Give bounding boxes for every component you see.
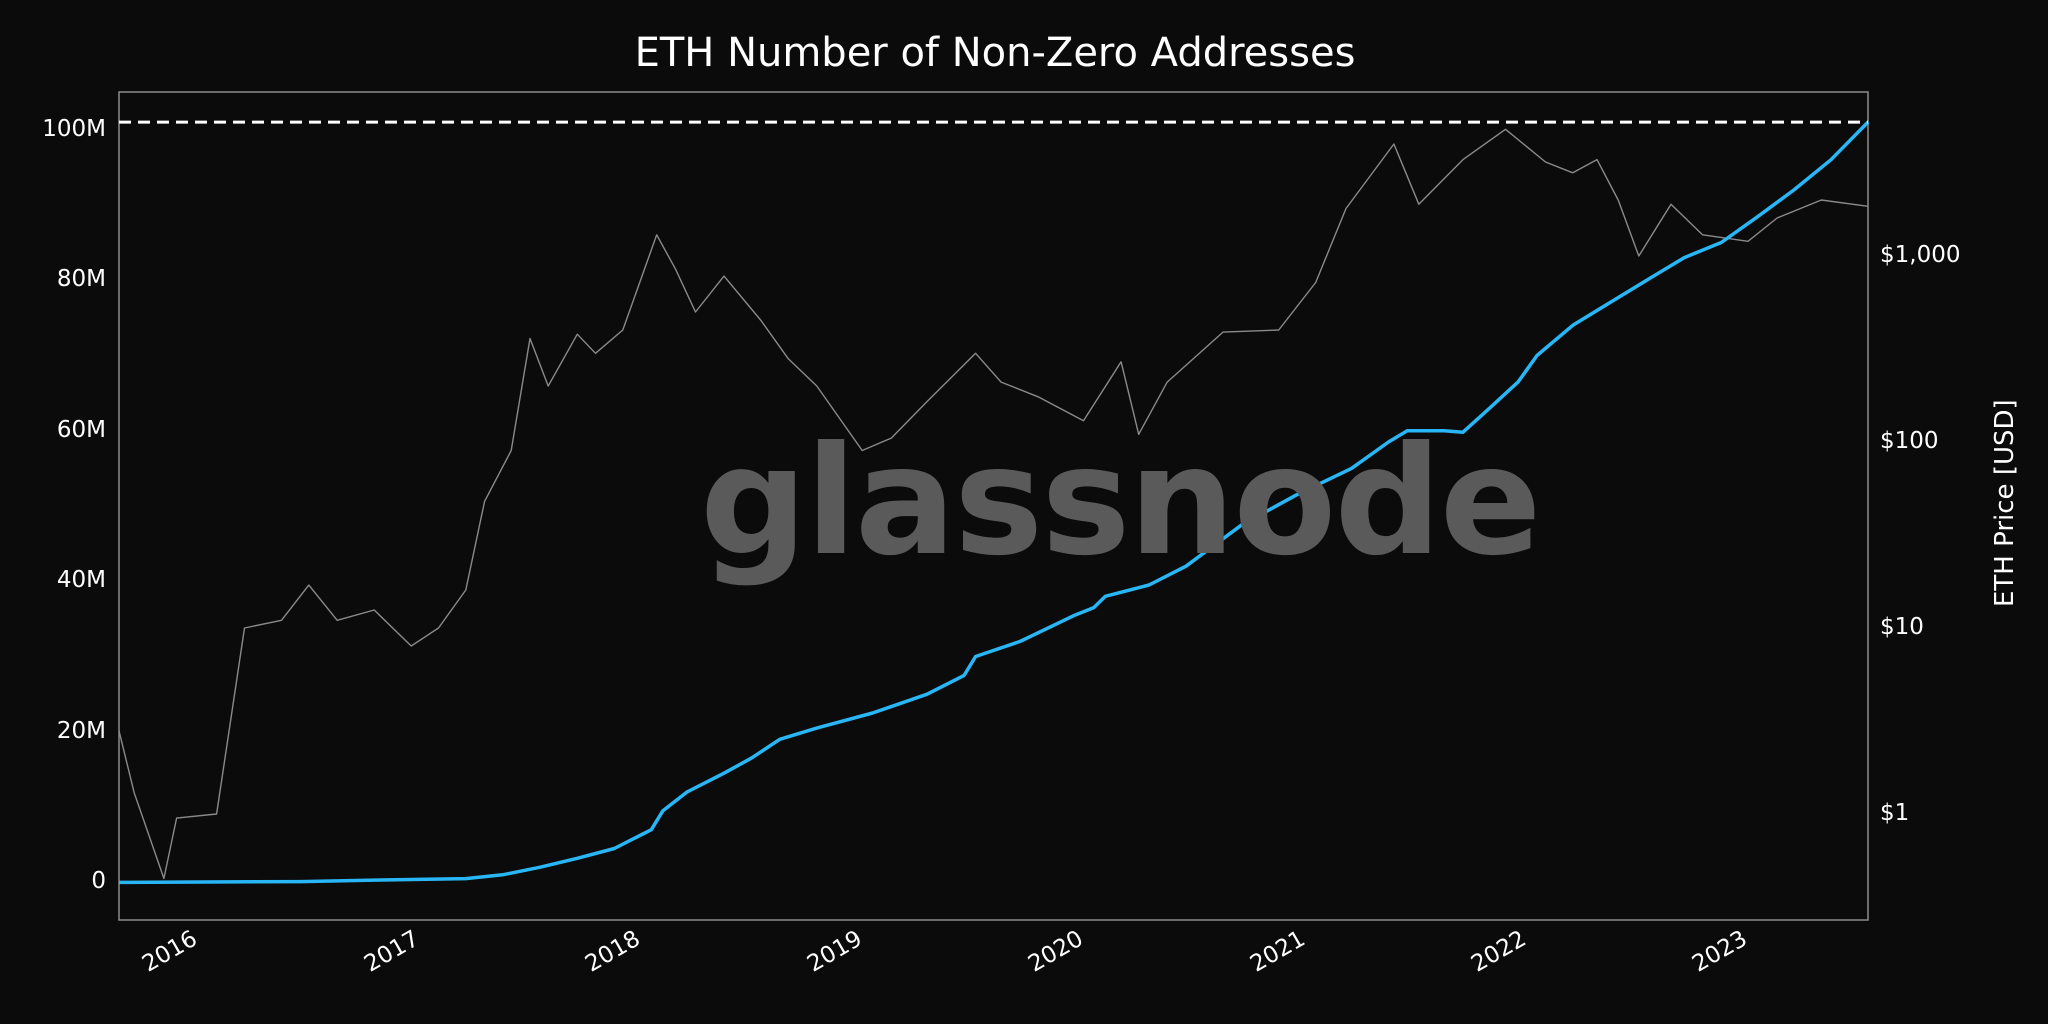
y-left-tick-label: 80M	[56, 266, 106, 293]
watermark: glassnode	[700, 415, 1542, 589]
y-right-axis-label: ETH Price [USD]	[1990, 399, 2020, 607]
y-left-tick-label: 20M	[56, 717, 106, 744]
plot-area	[118, 91, 1869, 921]
y-right-tick-label: $1	[1880, 800, 1910, 826]
y-left-tick-label: 60M	[56, 416, 106, 443]
y-left-tick-label: 40M	[56, 567, 106, 594]
price-series-line	[118, 128, 1869, 880]
series-layer	[118, 120, 1870, 885]
addresses-series-line	[118, 120, 1870, 885]
y-left-tick-label: 0	[91, 868, 106, 895]
y-right-tick-label: $100	[1880, 428, 1939, 454]
y-right-tick-label: $10	[1880, 614, 1924, 640]
chart-title: ETH Number of Non-Zero Addresses	[634, 30, 1356, 76]
y-left-tick-label: 100M	[42, 115, 106, 142]
y-right-tick-label: $1,000	[1880, 242, 1961, 268]
